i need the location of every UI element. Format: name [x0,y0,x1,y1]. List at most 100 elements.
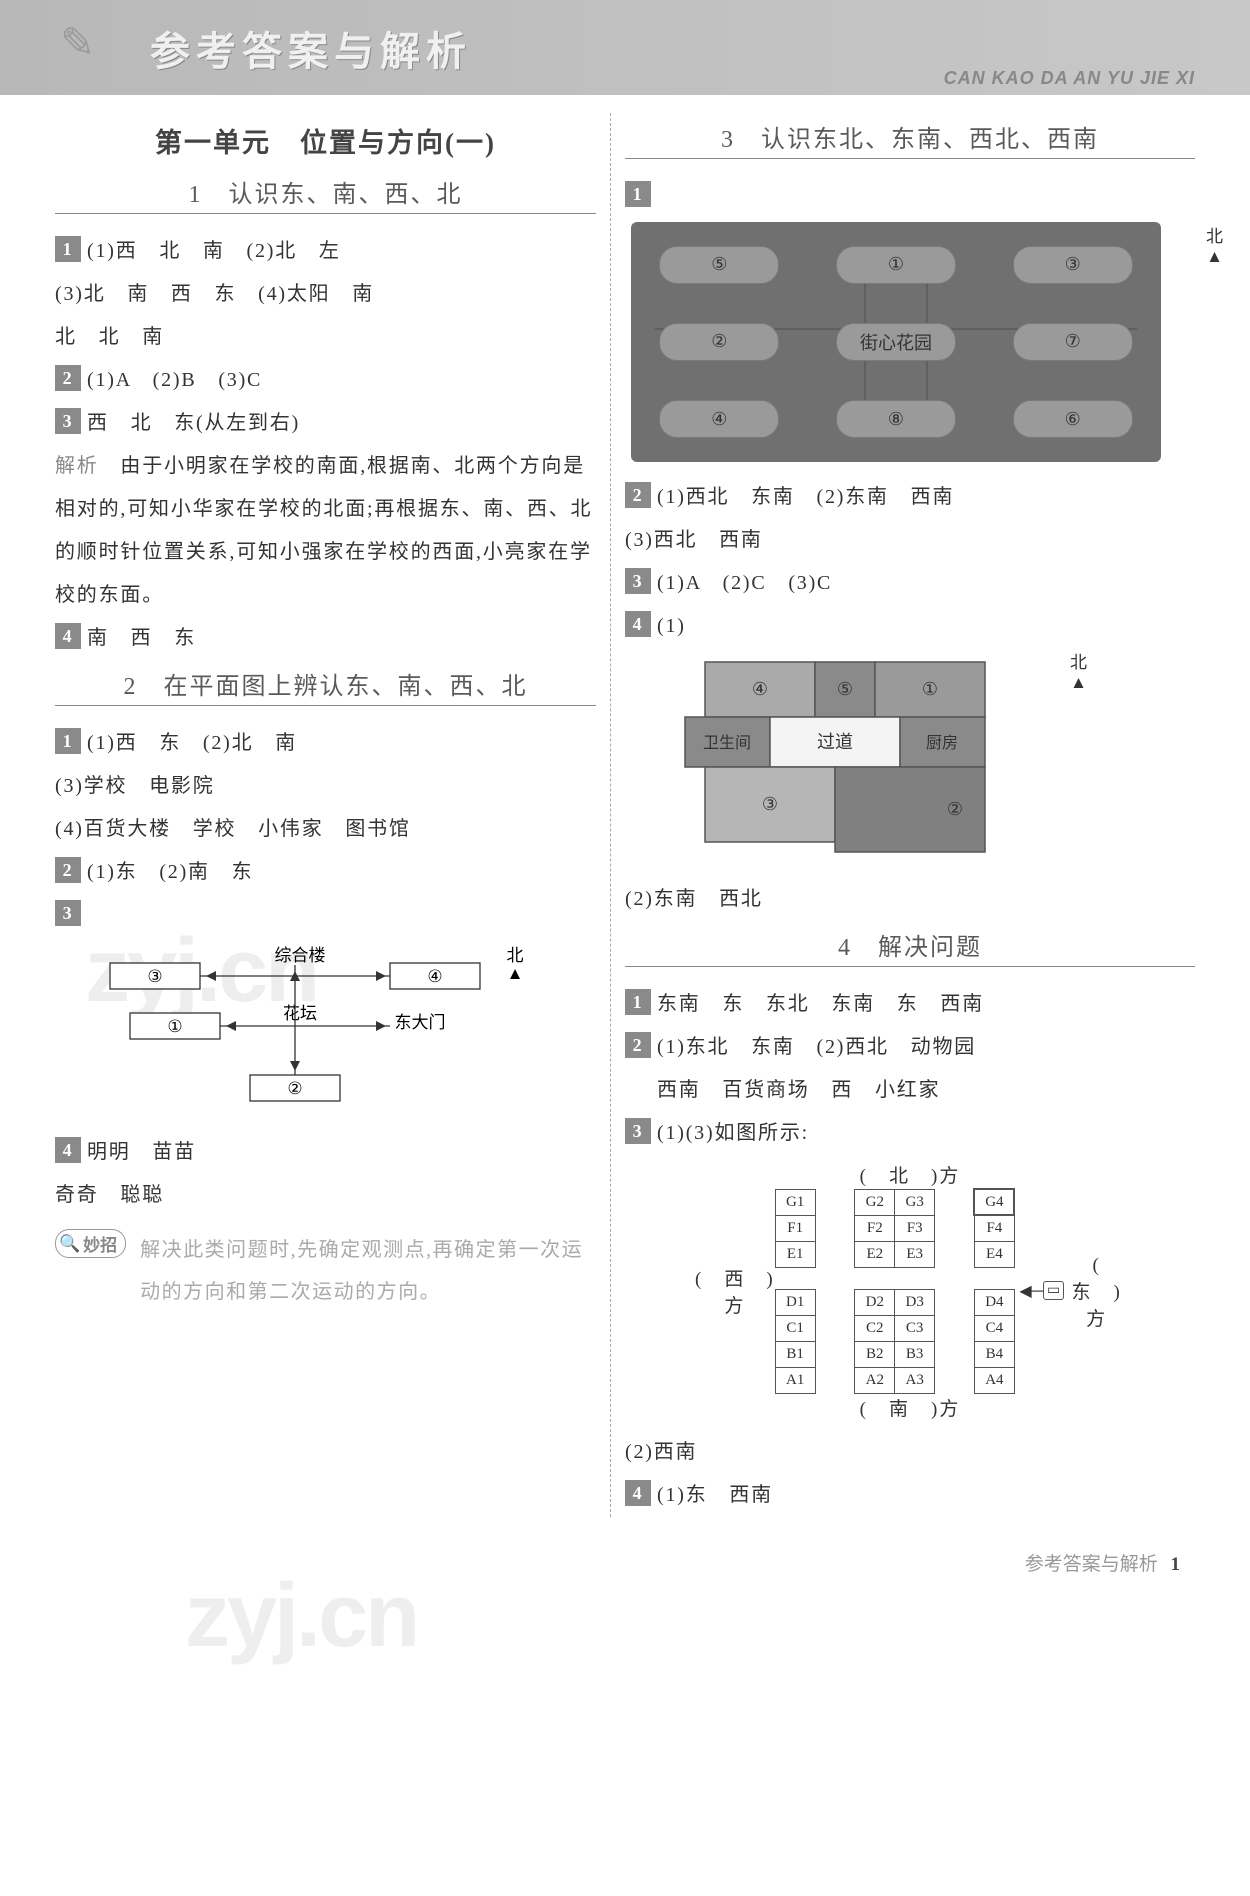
num-2: 2 [55,365,81,391]
text: (1)A (2)C (3)C [657,572,832,594]
s2-q1b: (3)学校 电影院 [55,765,596,808]
num-1: 1 [55,728,81,754]
s1-q1-line2: (3)北 南 西 东 (4)太阳 南 [55,273,596,316]
analysis-text: 由于小明家在学校的南面,根据南、北两个方向是相对的,可知小华家在学校的北面;再根… [55,455,592,606]
text: (1)(3)如图所示: [657,1122,809,1144]
svg-text:①: ① [922,679,938,699]
footer-label: 参考答案与解析 [1025,1554,1158,1575]
map-cell: ② [659,323,779,361]
map-cell: ⑥ [1013,400,1133,438]
num-2: 2 [625,482,651,508]
left-column: 第一单元 位置与方向(一) 1 认识东、南、西、北 1(1)西 北 南 (2)北… [55,113,610,1517]
house-plan: 北▲ ④ ⑤ ① 卫生间 过道 厨房 [675,652,1195,868]
s3-q1: 1 [625,175,1195,218]
s3-q4b: (2)东南 西北 [625,878,1195,921]
text: (1)东北 东南 (2)西北 动物园 [657,1036,976,1058]
s3-q2b: (3)西北 西南 [625,519,1195,562]
s1-analysis: 解析 由于小明家在学校的南面,根据南、北两个方向是相对的,可知小华家在学校的北面… [55,445,596,617]
map-cell: ⑦ [1013,323,1133,361]
north-arrow: 北▲ [1206,222,1223,267]
label-east: 东大门 [395,1013,446,1032]
section-4-title: 4 解决问题 [625,927,1195,967]
map-cell: ① [836,246,956,284]
text: (1) [657,615,686,637]
grid-diagram: ( 北 )方 ( 西 )方 G1G2G3G4 F1F2F3F4 E1E2E3E4… [695,1161,1125,1421]
num-4: 4 [55,623,81,649]
grid-north: ( 北 )方 [695,1161,1125,1188]
text: (1)西 东 (2)北 南 [87,732,297,754]
s1-q3: 3西 北 东(从左到右) [55,402,596,445]
s2-q1a: 1 (1)西 东 (2)北 南 [55,722,596,765]
north: 北 [507,946,524,965]
box-2: ② [287,1079,302,1098]
s3-q3: 3 (1)A (2)C (3)C [625,562,1195,605]
section-1-title: 1 认识东、南、西、北 [55,174,596,214]
analysis-label: 解析 [55,455,99,477]
svg-text:▲: ▲ [507,964,524,983]
north-arrow: 北▲ [1070,648,1087,693]
svg-text:④: ④ [752,679,768,699]
map-diagram: ⑤ ① ③ ② 街心花园 ⑦ ④ ⑧ ⑥ [631,222,1161,462]
page-number: 1 [1171,1554,1181,1575]
box-4: ④ [427,967,442,986]
tip-badge: 🔍妙招 [55,1229,126,1258]
tip-text: 解决此类问题时,先确定观测点,再确定第一次运动的方向和第二次运动的方向。 [140,1229,596,1313]
num-1: 1 [55,236,81,262]
tip-label: 妙招 [83,1231,117,1256]
s2-q2: 2 (1)东 (2)南 东 [55,851,596,894]
grid-east: ( 东 )方 [1068,1250,1125,1331]
svg-text:⑤: ⑤ [837,679,853,699]
section-3-title: 3 认识东北、东南、西北、西南 [625,119,1195,159]
s3-q2a: 2 (1)西北 东南 (2)东南 西南 [625,476,1195,519]
magnifier-icon: 🔍 [59,1234,80,1254]
s1-q2: 2 (1)A (2)B (3)C [55,359,596,402]
num-4: 4 [625,1480,651,1506]
text: (1)东 (2)南 东 [87,861,253,883]
s2-q4a: 4明明 苗苗 [55,1131,596,1174]
text: 明明 苗苗 [87,1141,196,1163]
map-cell: ⑧ [836,400,956,438]
map-cell-center: 街心花园 [836,323,956,361]
tip-row: 🔍妙招 解决此类问题时,先确定观测点,再确定第一次运动的方向和第二次运动的方向。 [55,1229,596,1313]
text: (1)A (2)B (3)C [87,369,262,391]
num-3: 3 [625,1118,651,1144]
num-1: 1 [625,989,651,1015]
s1-q1-line3: 北 北 南 [55,316,596,359]
s1-q4: 4 南 西 东 [55,617,596,660]
svg-text:②: ② [947,799,963,819]
num-2: 2 [55,857,81,883]
num-2: 2 [625,1032,651,1058]
building-diagram: 综合楼 花坛 东大门 北 ▲ ③ ④ ① ② [90,943,596,1119]
s2-q1c: (4)百货大楼 学校 小伟家 图书馆 [55,808,596,851]
label-mid: 花坛 [283,1004,317,1023]
right-column: 3 认识东北、东南、西北、西南 1 ⑤ ① ③ ② 街心花园 ⑦ ④ ⑧ ⑥ 北… [610,113,1195,1517]
map-cell: ④ [659,400,779,438]
text: 西 北 东(从左到右) [87,412,300,434]
s4-q2b: 西南 百货商场 西 小红家 [625,1069,1195,1112]
car-icon: ▭ [1043,1281,1064,1300]
map-cell: ⑤ [659,246,779,284]
num-1: 1 [625,181,651,207]
footer: 参考答案与解析 1 [0,1545,1250,1590]
text: 南 西 东 [87,627,196,649]
section-2-title: 2 在平面图上辨认东、南、西、北 [55,666,596,706]
text: (1)西 北 南 (2)北 左 [87,240,341,262]
num-4: 4 [625,611,651,637]
header-deco-icon: ✎ [60,18,130,73]
label-top: 综合楼 [275,946,326,965]
num-3: 3 [625,568,651,594]
text: (1)西北 东南 (2)东南 西南 [657,486,954,508]
box-3: ③ [147,967,162,986]
s4-q1: 1东南 东 东北 东南 东 西南 [625,983,1195,1026]
header-title: 参考答案与解析 [150,19,472,77]
s1-q1-line1: 1 (1)西 北 南 (2)北 左 [55,230,596,273]
grid-table: G1G2G3G4 F1F2F3F4 E1E2E3E4 D1D2D3D4 C1C2… [775,1188,1016,1394]
s2-q4b: 奇奇 聪聪 [55,1174,596,1217]
header-subtitle: CAN KAO DA AN YU JIE XI [944,68,1195,89]
svg-text:③: ③ [762,794,778,814]
grid-west: ( 西 )方 [695,1264,775,1318]
svg-text:厨房: 厨房 [926,734,958,752]
box-1: ① [167,1017,182,1036]
text: (1)东 西南 [657,1484,773,1506]
svg-text:过道: 过道 [817,732,853,752]
